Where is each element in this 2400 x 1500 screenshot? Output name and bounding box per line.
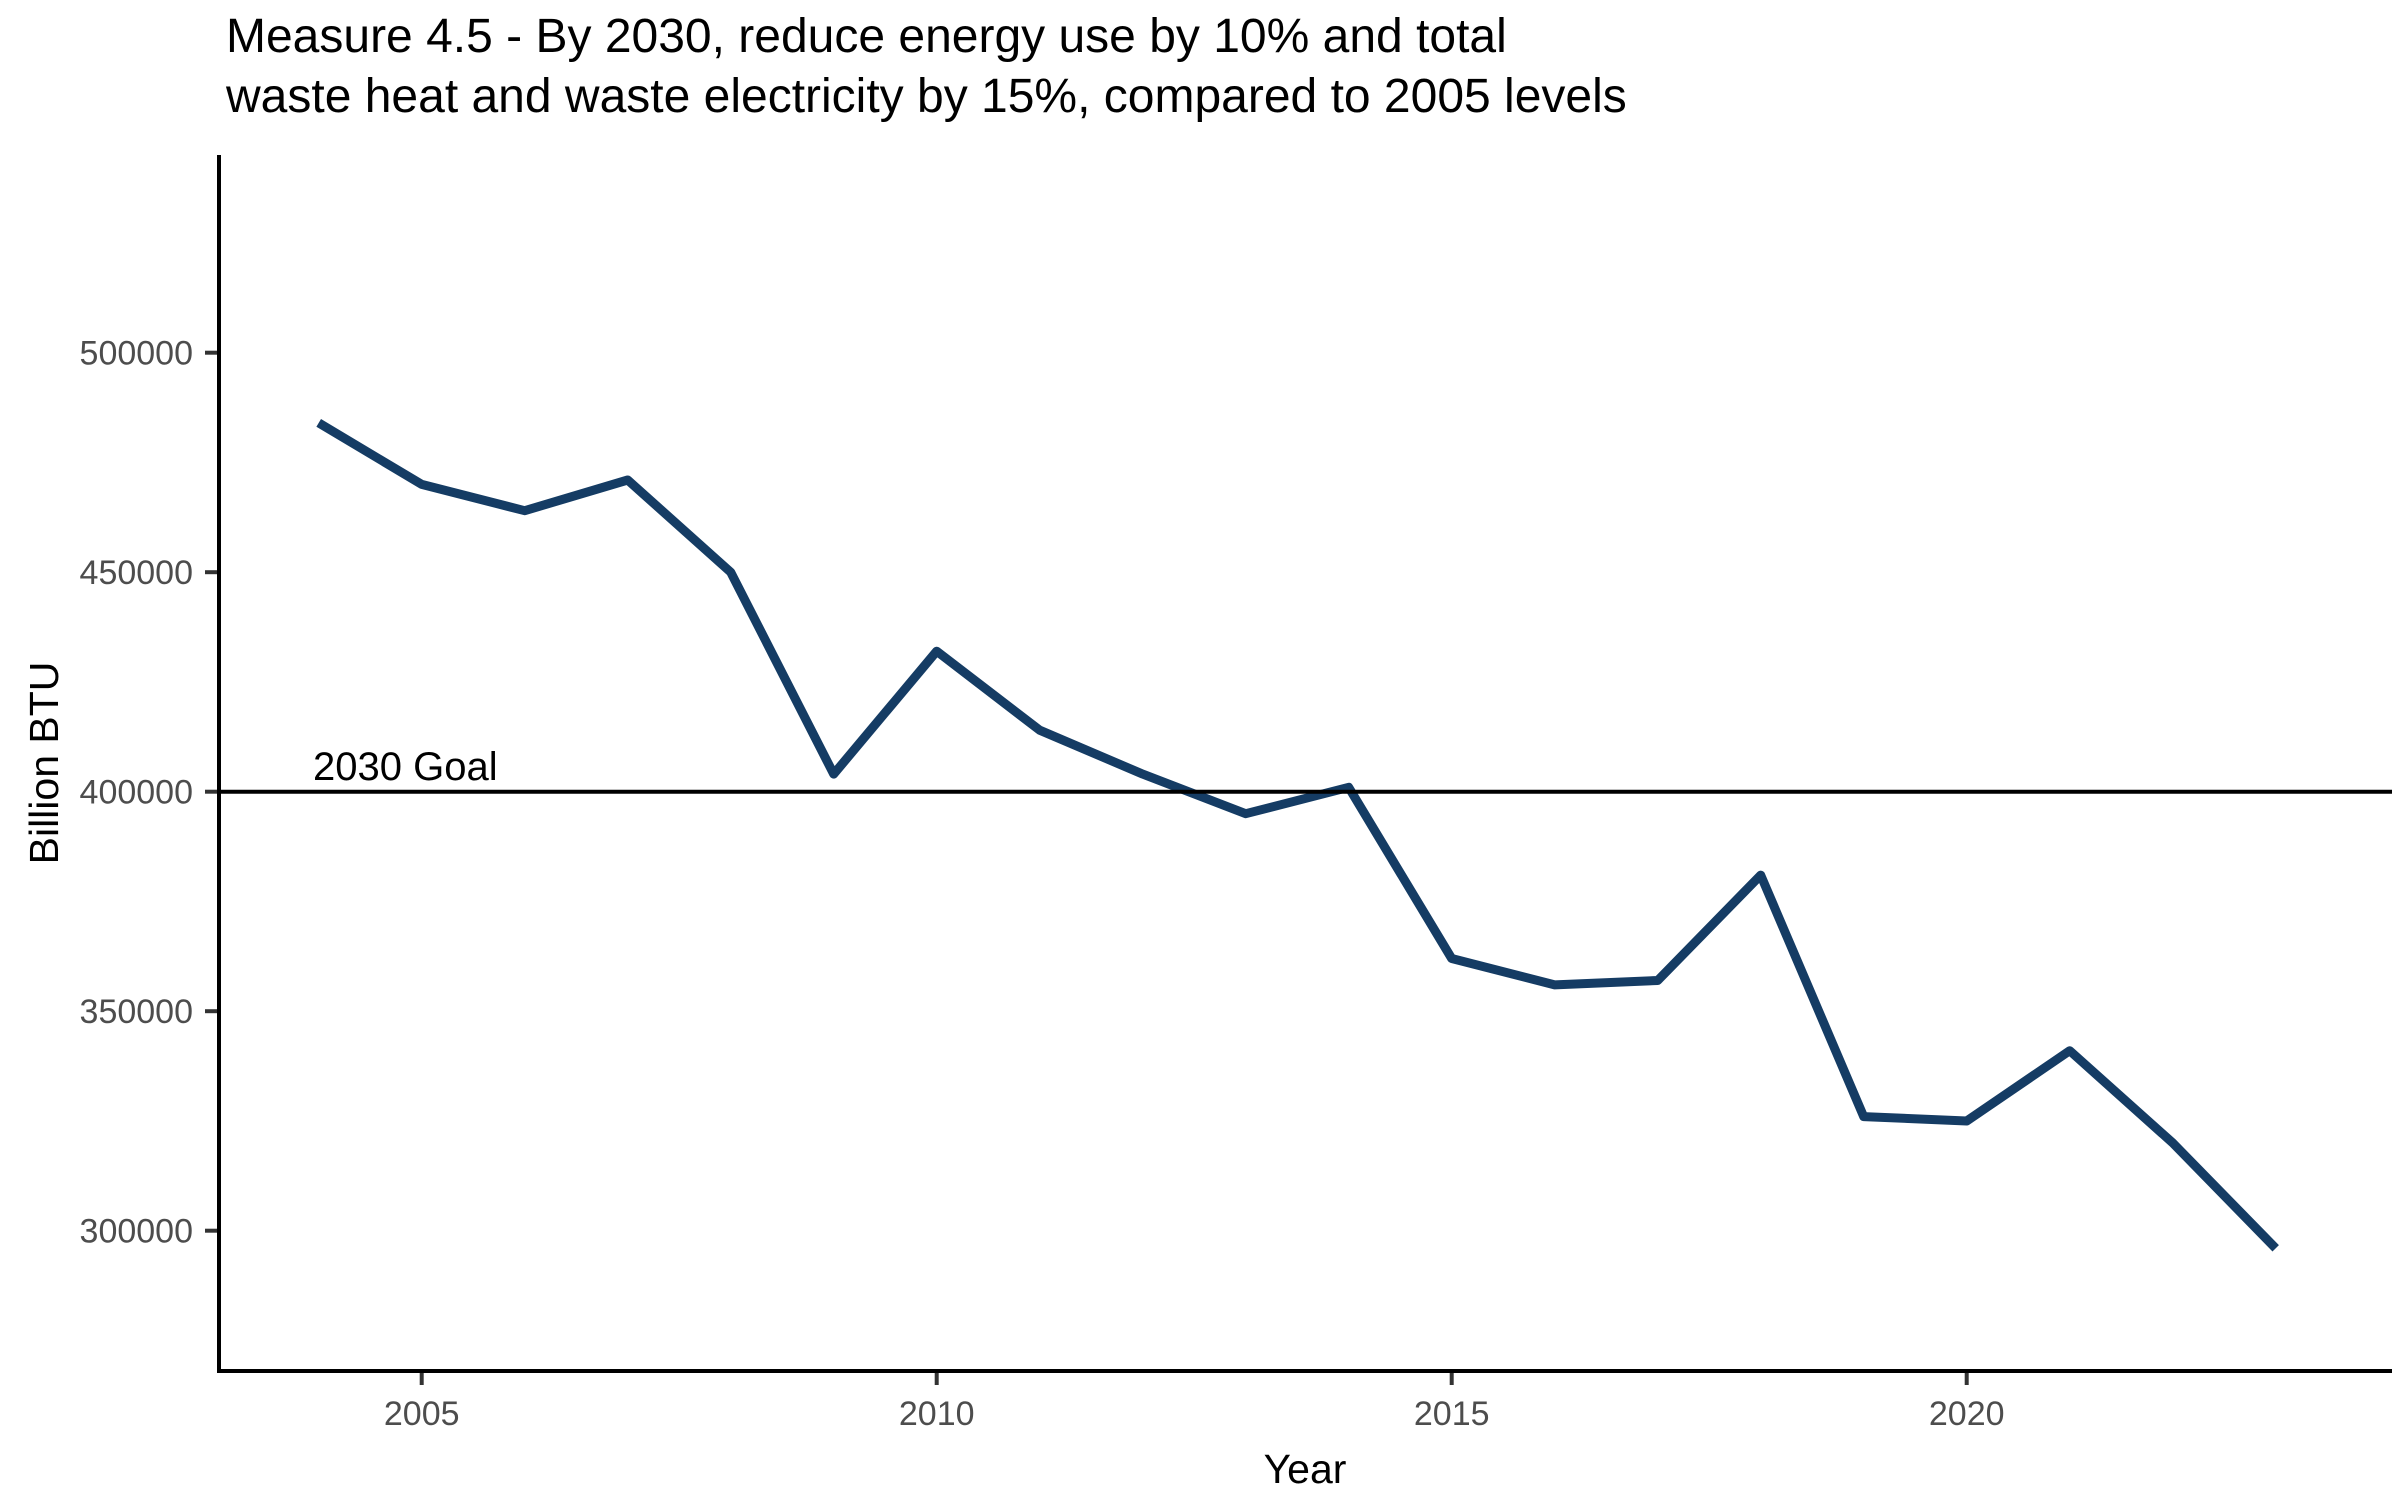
x-axis-title: Year: [1264, 1446, 1347, 1492]
x-tick-label: 2005: [384, 1395, 460, 1433]
energy-use-line: [316, 419, 2279, 1252]
y-tick-label: 400000: [80, 774, 193, 812]
x-tick-label: 2010: [899, 1395, 975, 1433]
y-axis-title: Billion BTU: [21, 662, 67, 865]
y-tick-label: 350000: [80, 993, 193, 1031]
y-tick-label: 450000: [80, 554, 193, 592]
y-tick-label: 300000: [80, 1213, 193, 1251]
chart-title-line-1: Measure 4.5 - By 2030, reduce energy use…: [226, 10, 1507, 63]
x-tick-label: 2020: [1929, 1395, 2005, 1433]
chart-title-line-2: waste heat and waste electricity by 15%,…: [225, 70, 1627, 123]
goal-annotation: 2030 Goal: [313, 745, 498, 789]
x-tick-label: 2015: [1414, 1395, 1490, 1433]
y-tick-label: 500000: [80, 335, 193, 373]
